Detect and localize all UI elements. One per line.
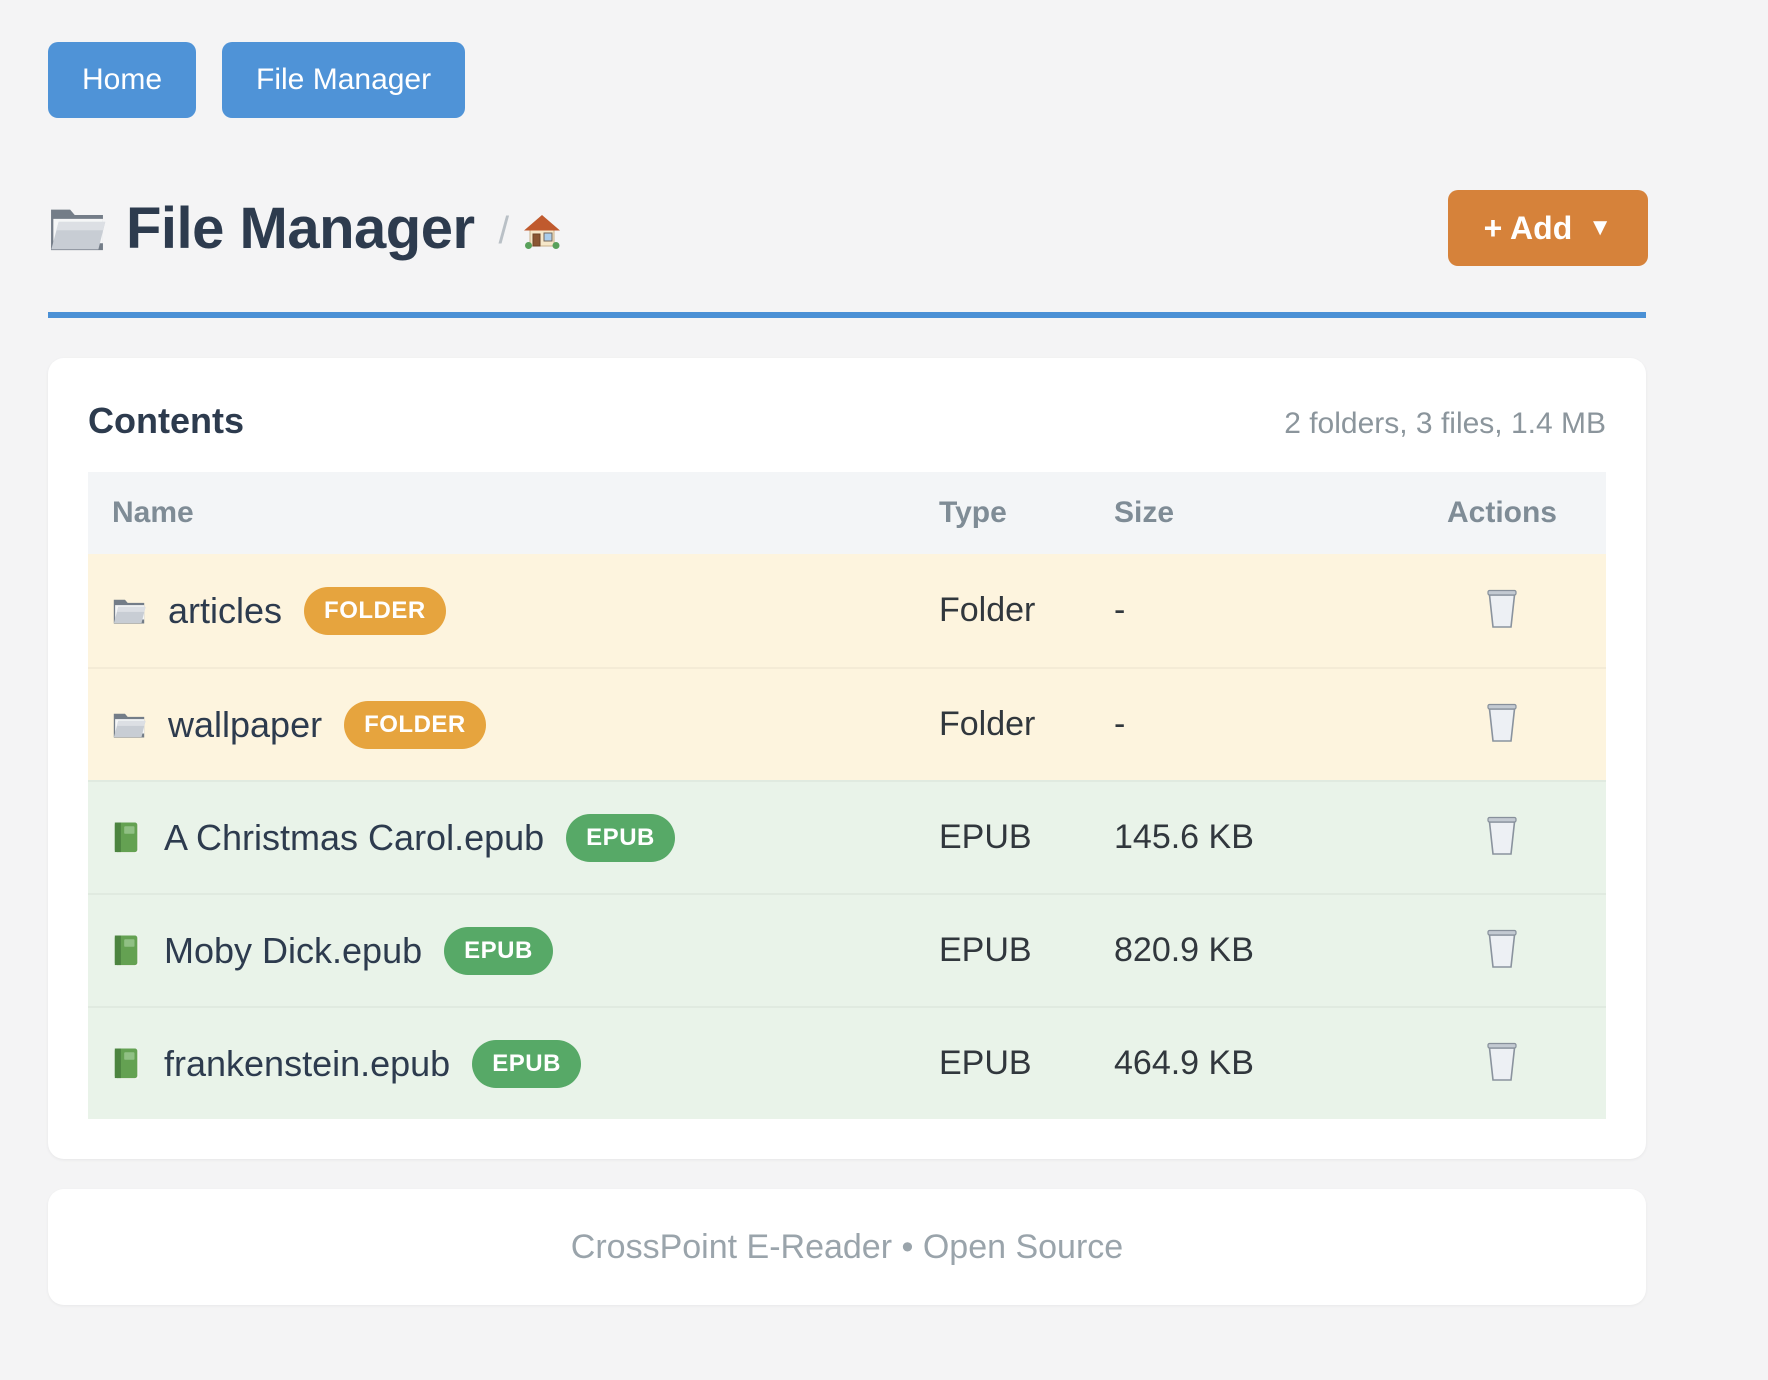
file-name[interactable]: articles — [168, 589, 283, 631]
file-type: EPUB — [939, 931, 1032, 969]
page-title: File Manager — [126, 195, 475, 261]
epub-badge: EPUB — [444, 926, 553, 975]
open-folder-icon — [48, 203, 106, 253]
file-type: EPUB — [939, 1044, 1032, 1082]
caret-down-icon: ▼ — [1588, 214, 1612, 241]
table-row-wallpaper[interactable]: wallpaper FOLDER Folder - — [88, 667, 1606, 780]
top-nav: Home File Manager — [48, 42, 1648, 118]
file-type: Folder — [939, 591, 1036, 629]
contents-summary: 2 folders, 3 files, 1.4 MB — [1284, 407, 1606, 440]
file-size: 820.9 KB — [1114, 931, 1254, 969]
column-header-actions: Actions — [1446, 496, 1557, 529]
footer-text: CrossPoint E-Reader • Open Source — [570, 1227, 1124, 1266]
delete-button[interactable] — [1485, 927, 1519, 969]
add-button[interactable]: + Add ▼ — [1447, 190, 1648, 266]
folder-icon — [112, 710, 146, 739]
trash-icon — [1485, 701, 1519, 743]
nav-button-home[interactable]: Home — [48, 42, 197, 118]
file-size: 145.6 KB — [1114, 818, 1254, 856]
delete-button[interactable] — [1485, 701, 1519, 743]
footer: CrossPoint E-Reader • Open Source — [48, 1189, 1646, 1305]
add-button-label: + Add — [1483, 209, 1573, 246]
file-name[interactable]: Moby Dick.epub — [164, 929, 423, 971]
file-size: 464.9 KB — [1114, 1044, 1254, 1082]
file-name[interactable]: frankenstein.epub — [164, 1042, 451, 1084]
column-header-name: Name — [112, 496, 194, 529]
accent-divider — [48, 312, 1646, 318]
file-size: - — [1114, 591, 1126, 629]
column-header-type: Type — [939, 496, 1007, 529]
folder-icon — [112, 596, 146, 625]
nav-button-file-manager[interactable]: File Manager — [222, 42, 466, 118]
folder-badge: FOLDER — [304, 586, 446, 635]
trash-icon — [1485, 927, 1519, 969]
column-header-size: Size — [1114, 496, 1175, 529]
trash-icon — [1485, 814, 1519, 856]
trash-icon — [1485, 587, 1519, 629]
file-type: EPUB — [939, 818, 1032, 856]
epub-badge: EPUB — [472, 1039, 581, 1088]
green-book-icon — [112, 934, 142, 968]
folder-badge: FOLDER — [344, 700, 486, 749]
delete-button[interactable] — [1485, 814, 1519, 856]
house-icon[interactable] — [523, 214, 561, 250]
delete-button[interactable] — [1485, 1040, 1519, 1082]
table-row-moby-dick[interactable]: Moby Dick.epub EPUB EPUB 820.9 KB — [88, 893, 1606, 1006]
file-table: Name Type Size Actions articles FOLDER F… — [88, 472, 1606, 1119]
trash-icon — [1485, 1040, 1519, 1082]
table-row-articles[interactable]: articles FOLDER Folder - — [88, 554, 1606, 667]
epub-badge: EPUB — [566, 813, 675, 862]
file-size: - — [1114, 705, 1126, 743]
file-manager-page: Home File Manager File Manager / + Add ▼… — [48, 42, 1648, 1305]
table-header-row: Name Type Size Actions — [88, 472, 1606, 554]
green-book-icon — [112, 821, 142, 855]
contents-heading: Contents — [88, 400, 244, 441]
table-row-christmas-carol[interactable]: A Christmas Carol.epub EPUB EPUB 145.6 K… — [88, 780, 1606, 893]
contents-card: Contents 2 folders, 3 files, 1.4 MB Name… — [48, 358, 1646, 1159]
green-book-icon — [112, 1047, 142, 1081]
file-type: Folder — [939, 705, 1036, 743]
table-row-frankenstein[interactable]: frankenstein.epub EPUB EPUB 464.9 KB — [88, 1006, 1606, 1119]
file-name[interactable]: A Christmas Carol.epub — [164, 816, 545, 858]
breadcrumb-separator: / — [498, 209, 510, 252]
page-header: File Manager / + Add ▼ — [48, 190, 1648, 266]
file-name[interactable]: wallpaper — [168, 703, 323, 745]
delete-button[interactable] — [1485, 587, 1519, 629]
